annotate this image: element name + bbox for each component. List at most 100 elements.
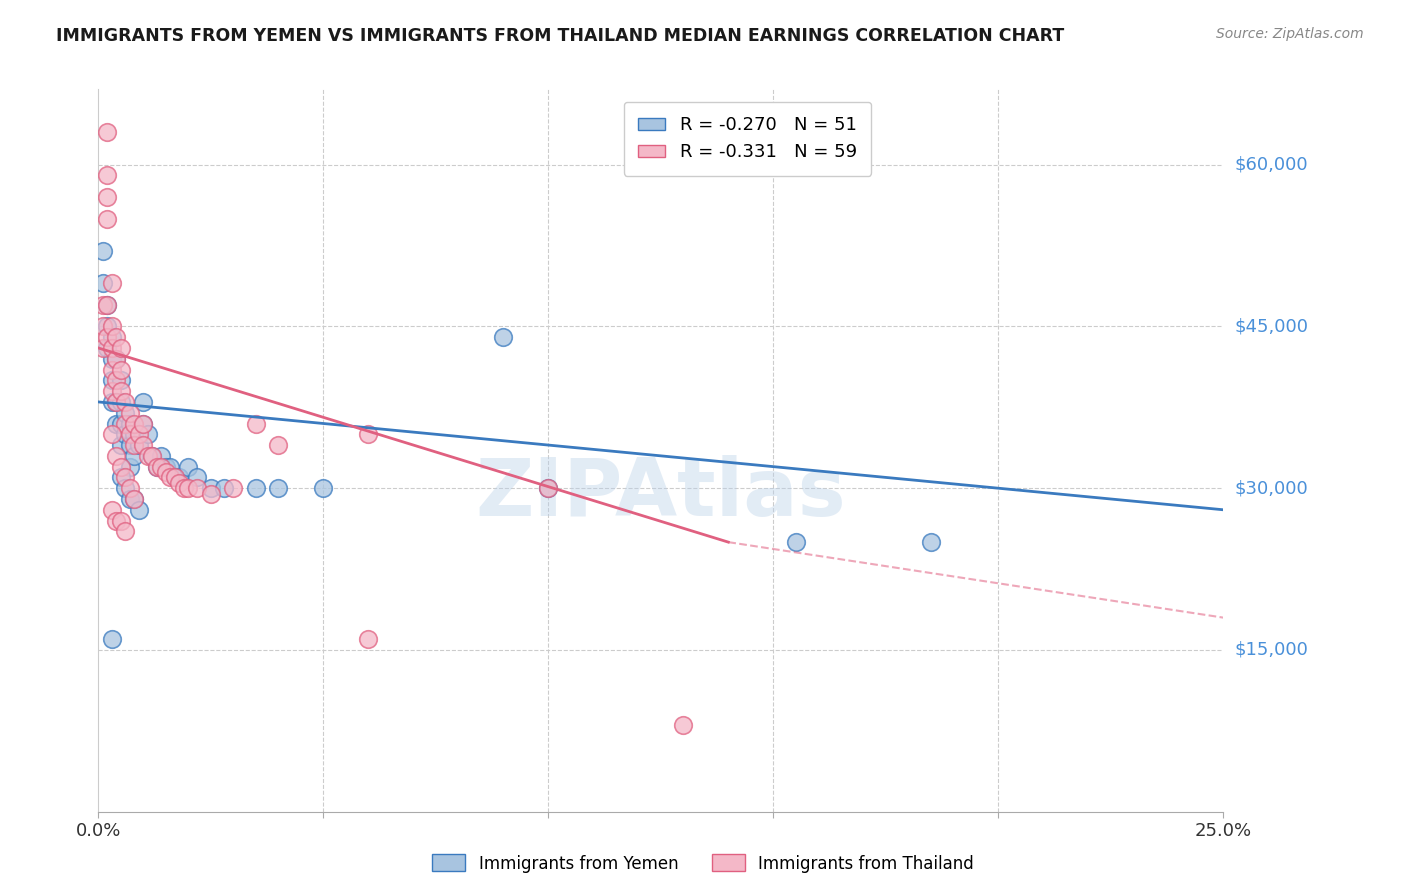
- Point: [101, 632, 124, 647]
- Point: [96, 341, 118, 355]
- Point: [173, 481, 195, 495]
- Point: [146, 459, 169, 474]
- Point: [101, 427, 124, 442]
- Point: [118, 459, 141, 474]
- Point: [101, 277, 124, 291]
- Point: [155, 459, 177, 474]
- Point: [110, 417, 132, 431]
- Point: [118, 406, 141, 420]
- Point: [114, 395, 136, 409]
- Point: [200, 481, 222, 495]
- Point: [124, 417, 146, 431]
- Point: [114, 427, 136, 442]
- Point: [96, 211, 118, 226]
- Point: [132, 395, 155, 409]
- Point: [118, 438, 141, 452]
- Text: $15,000: $15,000: [1234, 641, 1308, 659]
- Point: [132, 438, 155, 452]
- Point: [267, 481, 290, 495]
- Point: [101, 319, 124, 334]
- Point: [163, 470, 186, 484]
- Point: [105, 449, 128, 463]
- Point: [101, 373, 124, 387]
- Text: ZIPAtlas: ZIPAtlas: [475, 455, 846, 533]
- Point: [159, 470, 181, 484]
- Point: [132, 417, 155, 431]
- Point: [114, 470, 136, 484]
- Text: Source: ZipAtlas.com: Source: ZipAtlas.com: [1216, 27, 1364, 41]
- Point: [141, 449, 163, 463]
- Point: [155, 465, 177, 479]
- Point: [101, 384, 124, 399]
- Point: [128, 502, 150, 516]
- Point: [110, 341, 132, 355]
- Point: [110, 395, 132, 409]
- Point: [150, 459, 173, 474]
- Point: [537, 481, 560, 495]
- Point: [110, 470, 132, 484]
- Point: [136, 427, 159, 442]
- Point: [245, 481, 267, 495]
- Point: [785, 535, 807, 549]
- Point: [101, 351, 124, 366]
- Point: [96, 125, 118, 139]
- Point: [920, 535, 942, 549]
- Point: [114, 417, 136, 431]
- Point: [105, 514, 128, 528]
- Point: [163, 470, 186, 484]
- Point: [672, 718, 695, 732]
- Point: [110, 362, 132, 376]
- Point: [177, 459, 200, 474]
- Text: $30,000: $30,000: [1234, 479, 1308, 497]
- Point: [110, 384, 132, 399]
- Point: [91, 319, 114, 334]
- Point: [200, 486, 222, 500]
- Point: [91, 244, 114, 258]
- Legend: R = -0.270   N = 51, R = -0.331   N = 59: R = -0.270 N = 51, R = -0.331 N = 59: [624, 102, 872, 176]
- Point: [114, 406, 136, 420]
- Point: [114, 481, 136, 495]
- Point: [186, 481, 208, 495]
- Point: [537, 481, 560, 495]
- Point: [105, 417, 128, 431]
- Point: [312, 481, 335, 495]
- Point: [124, 449, 146, 463]
- Text: $60,000: $60,000: [1234, 156, 1308, 174]
- Point: [357, 632, 380, 647]
- Point: [118, 481, 141, 495]
- Point: [101, 341, 124, 355]
- Point: [124, 438, 146, 452]
- Point: [150, 449, 173, 463]
- Point: [96, 190, 118, 204]
- Point: [492, 330, 515, 344]
- Point: [110, 373, 132, 387]
- Point: [101, 330, 124, 344]
- Point: [118, 427, 141, 442]
- Point: [118, 491, 141, 506]
- Point: [96, 298, 118, 312]
- Point: [124, 491, 146, 506]
- Point: [101, 362, 124, 376]
- Point: [91, 277, 114, 291]
- Point: [91, 298, 114, 312]
- Point: [91, 341, 114, 355]
- Legend: Immigrants from Yemen, Immigrants from Thailand: Immigrants from Yemen, Immigrants from T…: [425, 847, 981, 880]
- Point: [105, 395, 128, 409]
- Point: [105, 351, 128, 366]
- Point: [169, 470, 191, 484]
- Point: [357, 427, 380, 442]
- Point: [177, 481, 200, 495]
- Point: [128, 438, 150, 452]
- Point: [136, 449, 159, 463]
- Text: IMMIGRANTS FROM YEMEN VS IMMIGRANTS FROM THAILAND MEDIAN EARNINGS CORRELATION CH: IMMIGRANTS FROM YEMEN VS IMMIGRANTS FROM…: [56, 27, 1064, 45]
- Point: [245, 417, 267, 431]
- Point: [101, 395, 124, 409]
- Point: [101, 502, 124, 516]
- Point: [222, 481, 245, 495]
- Point: [128, 427, 150, 442]
- Point: [96, 330, 118, 344]
- Point: [96, 319, 118, 334]
- Point: [141, 449, 163, 463]
- Point: [105, 373, 128, 387]
- Text: $45,000: $45,000: [1234, 318, 1309, 335]
